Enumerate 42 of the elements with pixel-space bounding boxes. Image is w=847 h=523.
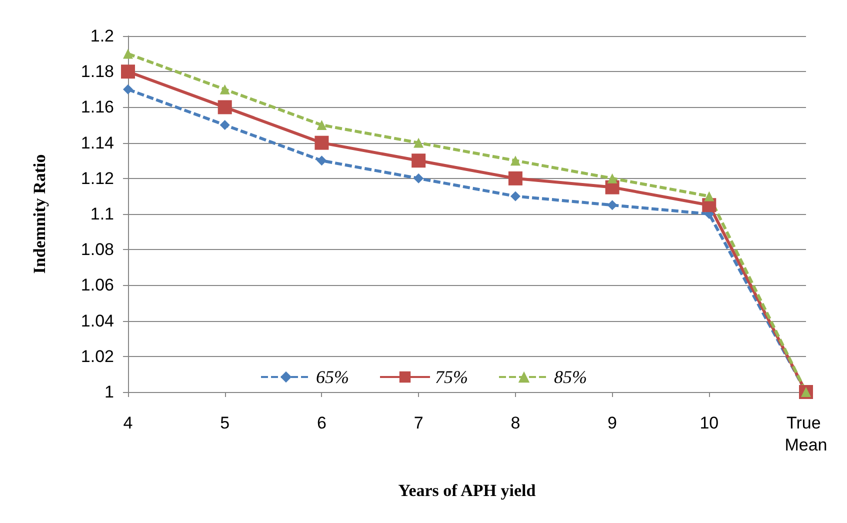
y-tick-label: 1.12 xyxy=(80,168,114,188)
y-tick-label: 1.2 xyxy=(90,26,114,46)
y-axis-title: Indemnity Ratio xyxy=(30,154,49,274)
x-tick-label: 8 xyxy=(510,414,520,432)
point xyxy=(123,84,133,94)
point xyxy=(220,84,230,94)
x-tick-label: 9 xyxy=(608,414,618,432)
point xyxy=(510,156,520,166)
x-tick-label: 10 xyxy=(700,414,719,432)
y-tick-label: 1.16 xyxy=(80,98,114,117)
point xyxy=(607,173,618,184)
y-tick-label: 1.02 xyxy=(80,346,114,366)
y-tick-label: 1.1 xyxy=(90,204,114,224)
point xyxy=(314,136,329,150)
x-tick-label: 6 xyxy=(316,414,326,432)
x-tick-label: 4 xyxy=(123,414,133,432)
legend-label: 85% xyxy=(554,367,587,387)
y-tick-label: 1.08 xyxy=(80,240,114,260)
y-tick-label: 1.18 xyxy=(80,62,114,82)
x-axis-title: Years of APH yield xyxy=(398,481,536,500)
y-tick-label: 1 xyxy=(104,382,114,402)
y-tick-label: 1.04 xyxy=(80,311,114,330)
point xyxy=(123,48,133,59)
legend-label: 65% xyxy=(316,367,350,387)
point xyxy=(316,156,327,166)
point xyxy=(220,120,230,130)
legend-label: 75% xyxy=(435,367,468,387)
point xyxy=(508,171,522,186)
point xyxy=(510,191,520,202)
point xyxy=(316,120,327,130)
point xyxy=(121,64,135,79)
x-tick-label: 5 xyxy=(220,414,230,432)
point xyxy=(414,173,424,184)
y-tick-label: 1.14 xyxy=(80,133,114,152)
point xyxy=(607,200,618,210)
point xyxy=(704,191,714,202)
point xyxy=(412,154,426,168)
point xyxy=(414,138,424,148)
y-tick-label: 1.06 xyxy=(80,276,114,295)
point xyxy=(218,100,232,114)
x-tick-label: True Mean xyxy=(784,414,828,454)
x-tick-label: 7 xyxy=(414,414,424,432)
